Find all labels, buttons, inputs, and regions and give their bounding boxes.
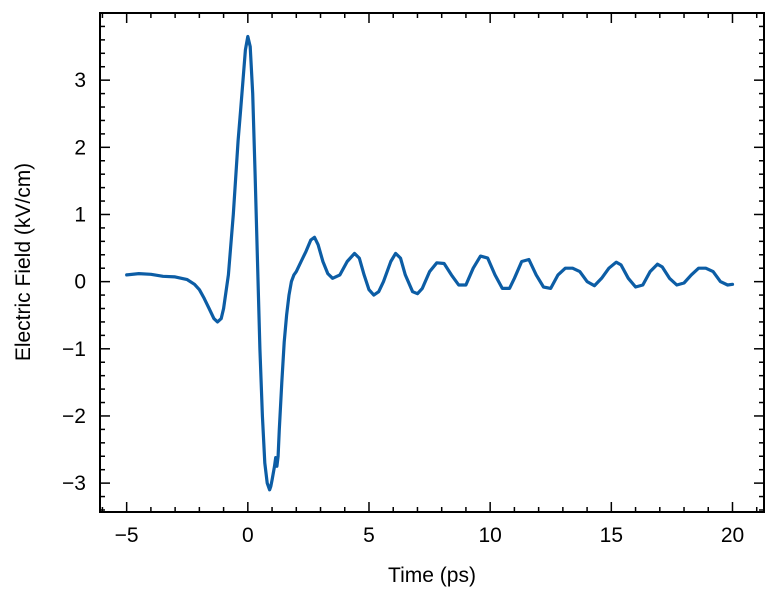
x-tick-labels: −5 0 5 10 15 20 bbox=[115, 524, 744, 547]
y-tick-label: 0 bbox=[74, 271, 86, 294]
x-tick-label: 0 bbox=[242, 524, 254, 547]
y-tick-label: 3 bbox=[74, 69, 86, 92]
plot-area bbox=[125, 34, 735, 492]
y-tick-label: 1 bbox=[74, 203, 86, 226]
x-tick-label: −5 bbox=[115, 524, 139, 547]
y-tick-label: 2 bbox=[74, 136, 86, 159]
major-ticks bbox=[100, 13, 764, 512]
x-tick-label: 20 bbox=[721, 524, 744, 547]
y-tick-label: −3 bbox=[62, 472, 86, 495]
axes-frame bbox=[99, 12, 765, 513]
y-axis-label: Electric Field (kV/cm) bbox=[12, 163, 35, 361]
x-tick-label: 5 bbox=[363, 524, 375, 547]
minor-ticks bbox=[100, 13, 764, 512]
x-axis-label: Time (ps) bbox=[388, 564, 476, 587]
y-tick-label: −2 bbox=[62, 405, 86, 428]
y-tick-label: −1 bbox=[62, 338, 86, 361]
x-tick-label: 15 bbox=[600, 524, 623, 547]
series-line-0 bbox=[125, 34, 735, 492]
y-tick-labels: −3 −2 −1 0 1 2 3 bbox=[62, 69, 86, 495]
x-tick-label: 10 bbox=[478, 524, 501, 547]
